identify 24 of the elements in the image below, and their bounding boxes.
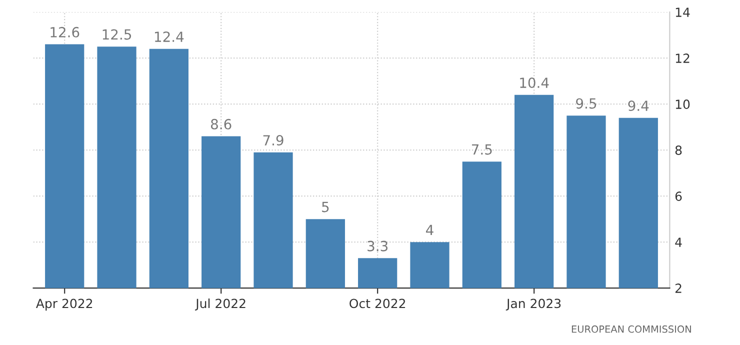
data-label: 8.6 [210, 118, 232, 130]
y-tick-label: 12 [676, 54, 690, 63]
y-tick-label: 2 [675, 284, 682, 293]
y-tick-label: 8 [675, 146, 682, 155]
data-label: 3.3 [368, 240, 388, 252]
x-tick-label: Jul 2022 [195, 298, 246, 310]
x-tick-label: Jan 2023 [506, 298, 561, 310]
y-tick-label: 10 [676, 100, 690, 109]
data-label: 9.5 [576, 98, 596, 109]
x-tick-label: Apr 2022 [36, 298, 92, 311]
data-label: 5 [322, 202, 329, 212]
data-label: 12.5 [102, 29, 132, 40]
x-tick-label: Oct 2022 [350, 298, 406, 308]
y-tick-label: 4 [675, 238, 682, 247]
y-tick-label: 6 [675, 192, 682, 201]
y-tick-label: 14 [676, 8, 690, 17]
text: EUROPEAN COMMISSION [572, 325, 691, 333]
data-label: 7.5 [472, 144, 492, 155]
data-label: 12.4 [154, 32, 184, 42]
data-label: 7.9 [263, 135, 284, 146]
data-label: 9.4 [628, 100, 649, 112]
data-label: 4 [426, 224, 434, 236]
data-label: 12.6 [50, 26, 80, 38]
data-label: 10.4 [520, 78, 549, 88]
